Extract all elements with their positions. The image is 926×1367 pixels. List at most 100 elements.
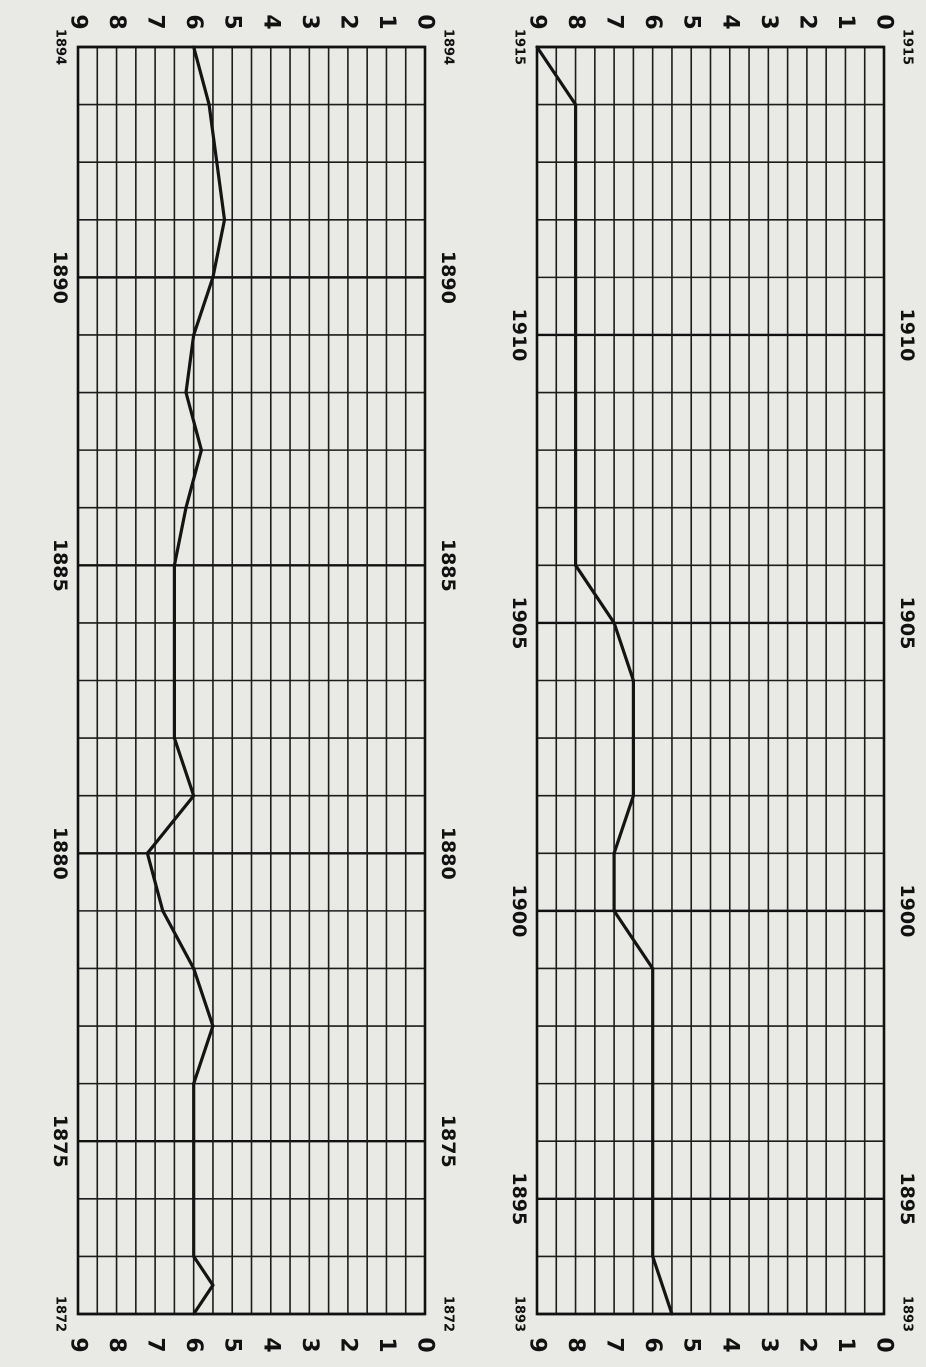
year-tick-label-right: 1895 xyxy=(896,1172,918,1225)
data-point xyxy=(535,45,539,49)
year-tick-label-left: 1895 xyxy=(508,1172,530,1225)
data-point xyxy=(215,160,219,164)
value-tick-label-bottom: 1 xyxy=(374,1337,399,1352)
value-tick-label-bottom: 3 xyxy=(297,1337,322,1352)
data-point xyxy=(573,448,578,452)
data-point xyxy=(192,45,196,49)
year-tick-label-left: 1905 xyxy=(508,596,530,649)
data-point xyxy=(207,102,211,107)
data-point xyxy=(211,275,215,279)
data-point xyxy=(192,1139,196,1143)
value-tick-label-bottom: 6 xyxy=(640,1337,665,1352)
data-point xyxy=(161,909,165,913)
year-tick-label-left: 1872 xyxy=(53,1296,68,1332)
value-tick-label-bottom: 1 xyxy=(833,1337,858,1352)
year-tick-label-right: 1894 xyxy=(441,29,456,65)
data-point xyxy=(631,736,635,740)
value-tick-label-top: 5 xyxy=(679,14,704,29)
data-point xyxy=(612,621,616,625)
value-tick-label-bottom: 2 xyxy=(794,1337,819,1352)
plot-frame xyxy=(535,45,886,1316)
data-point xyxy=(172,563,176,567)
data-point xyxy=(172,621,176,625)
data-point xyxy=(631,678,635,683)
value-tick-label-top: 9 xyxy=(525,14,550,29)
value-tick-label-top: 7 xyxy=(143,14,168,29)
year-tick-label-right: 1890 xyxy=(437,251,459,304)
value-tick-label-bottom: 3 xyxy=(756,1337,781,1352)
data-point xyxy=(573,563,578,567)
value-tick-label-bottom: 9 xyxy=(525,1337,550,1352)
year-tick-label-right: 1875 xyxy=(437,1115,459,1168)
data-point xyxy=(192,794,196,798)
data-point xyxy=(222,218,227,222)
value-tick-label-bottom: 8 xyxy=(563,1337,588,1352)
data-point xyxy=(192,1082,196,1086)
year-tick-label-right: 1905 xyxy=(896,596,918,649)
value-tick-label-top: 2 xyxy=(335,14,360,29)
year-tick-label-left: 1915 xyxy=(512,29,527,65)
data-point xyxy=(612,909,616,913)
value-tick-label-bottom: 0 xyxy=(872,1337,897,1352)
data-point xyxy=(192,1312,196,1316)
data-point xyxy=(651,1024,655,1028)
data-point xyxy=(192,1254,196,1259)
series-line xyxy=(145,46,227,1315)
value-tick-label-bottom: 5 xyxy=(679,1337,704,1352)
value-tick-label-top: 5 xyxy=(220,14,245,29)
value-tick-label-bottom: 4 xyxy=(258,1337,283,1352)
data-point xyxy=(612,851,616,855)
value-tick-label-bottom: 8 xyxy=(104,1337,129,1352)
data-point xyxy=(651,1197,655,1201)
data-point xyxy=(192,966,196,971)
data-point xyxy=(573,102,578,107)
value-tick-label-bottom: 9 xyxy=(66,1337,91,1352)
value-tick-label-bottom: 6 xyxy=(181,1337,206,1352)
year-tick-label-left: 1875 xyxy=(49,1115,71,1168)
data-point xyxy=(199,448,203,452)
year-tick-label-right: 1900 xyxy=(896,884,918,937)
data-point xyxy=(573,160,578,164)
year-tick-label-left: 1880 xyxy=(49,827,71,880)
value-tick-label-top: 8 xyxy=(104,14,129,29)
value-tick-label-top: 3 xyxy=(297,14,322,29)
data-point xyxy=(211,1024,215,1028)
value-tick-label-bottom: 2 xyxy=(335,1337,360,1352)
value-tick-label-top: 2 xyxy=(794,14,819,29)
value-tick-label-top: 1 xyxy=(374,14,399,29)
value-tick-label-top: 9 xyxy=(66,14,91,29)
year-tick-label-right: 1872 xyxy=(441,1296,456,1332)
data-point xyxy=(145,851,149,855)
year-tick-label-right: 1893 xyxy=(900,1296,915,1332)
year-tick-label-left: 1910 xyxy=(508,309,530,362)
year-tick-label-left: 1890 xyxy=(49,251,71,304)
year-tick-label-left: 1885 xyxy=(49,539,71,592)
value-tick-label-top: 1 xyxy=(833,14,858,29)
data-point xyxy=(184,390,188,395)
value-tick-label-top: 6 xyxy=(181,14,206,29)
value-tick-label-top: 4 xyxy=(717,14,742,29)
data-point xyxy=(184,506,188,510)
value-tick-label-top: 0 xyxy=(413,14,438,29)
year-tick-label-left: 1900 xyxy=(508,884,530,937)
value-tick-label-top: 4 xyxy=(258,14,283,29)
data-point xyxy=(573,275,578,279)
data-point xyxy=(651,1139,655,1143)
year-tick-label-right: 1915 xyxy=(900,29,915,65)
value-tick-label-top: 7 xyxy=(602,14,627,29)
value-tick-label-bottom: 7 xyxy=(602,1337,627,1352)
data-point xyxy=(573,218,578,222)
value-tick-label-bottom: 5 xyxy=(220,1337,245,1352)
data-point xyxy=(172,678,176,683)
data-point xyxy=(631,794,635,798)
value-tick-label-top: 6 xyxy=(640,14,665,29)
value-tick-label-bottom: 4 xyxy=(717,1337,742,1352)
data-point xyxy=(573,390,578,395)
data-point xyxy=(211,1283,215,1287)
data-point xyxy=(573,333,578,337)
year-tick-label-right: 1910 xyxy=(896,309,918,362)
value-tick-label-bottom: 7 xyxy=(143,1337,168,1352)
